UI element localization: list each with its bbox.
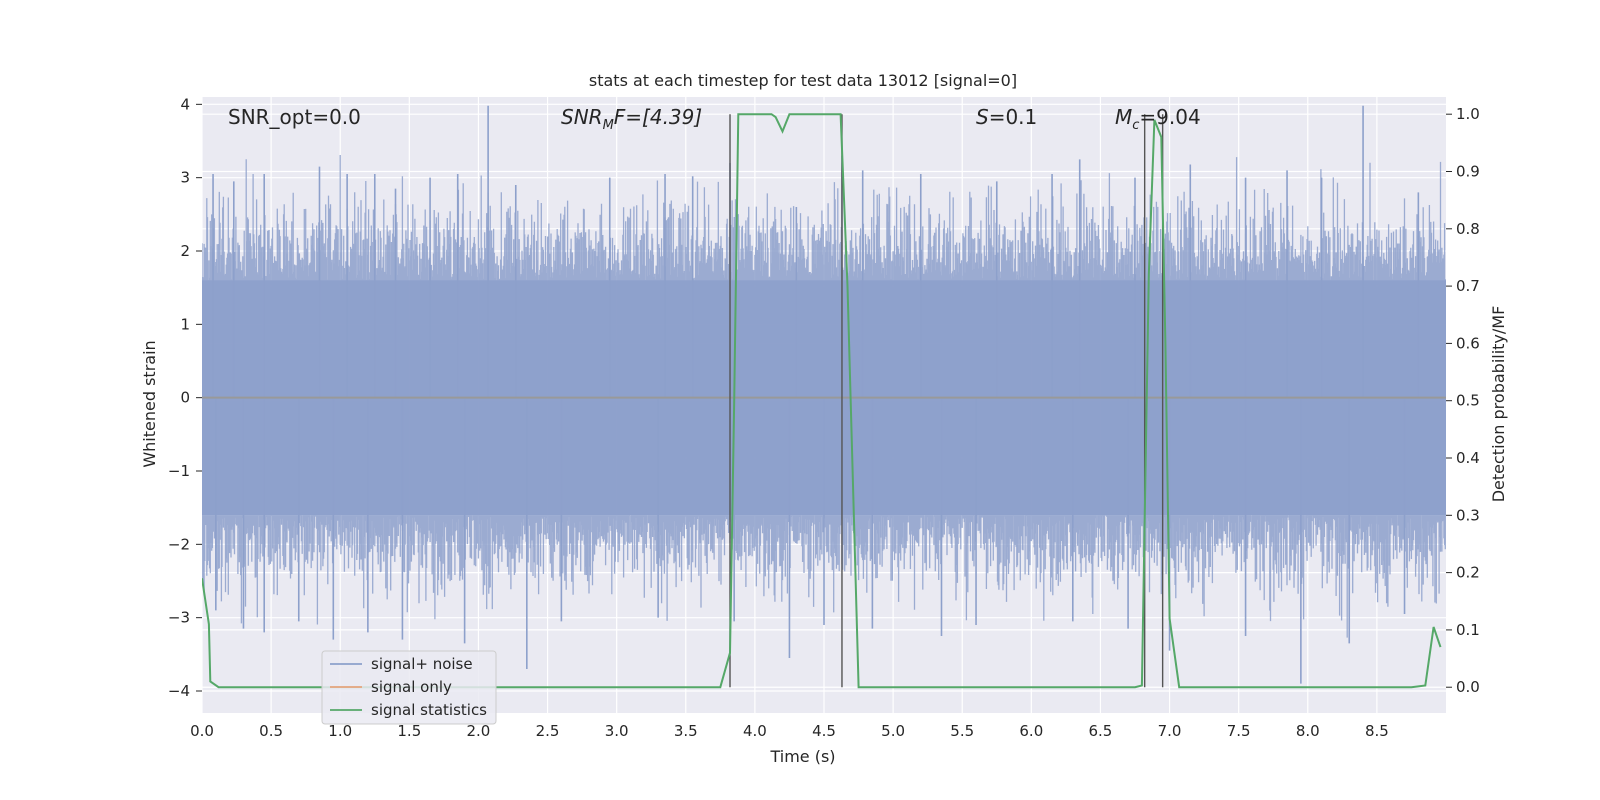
y-tick-label: 4 — [180, 95, 190, 113]
y-right-tick-label: 1.0 — [1456, 105, 1480, 123]
x-axis-ticks: 0.0 0.5 1.0 1.5 2.0 2.5 3.0 3.5 4.0 4.5 5.0 5.5 6.0 6… — [190, 722, 1389, 740]
y-tick-label: 0 — [180, 389, 190, 407]
x-tick-label: 5.5 — [950, 722, 974, 740]
x-tick-label: 0.0 — [190, 722, 214, 740]
y-axis-ticks: 4 3 2 1 0 −1 −2 −3 −4 — [168, 95, 202, 700]
y-right-tick-label: 0.7 — [1456, 277, 1480, 295]
y-axis-label: Whitened strain — [140, 340, 159, 467]
y-right-tick-label: 0.2 — [1456, 564, 1480, 582]
snr-mf-subscript: M — [603, 118, 614, 133]
y-tick-label: −1 — [168, 462, 190, 480]
y-right-tick-label: 0.1 — [1456, 621, 1480, 639]
y-tick-label: 3 — [180, 169, 190, 187]
y-tick-label: 1 — [180, 315, 190, 333]
y-right-tick-label: 0.9 — [1456, 162, 1480, 180]
x-tick-label: 4.5 — [812, 722, 836, 740]
x-tick-label: 1.0 — [328, 722, 352, 740]
x-tick-label: 2.5 — [536, 722, 560, 740]
mc-subscript: c — [1132, 118, 1139, 133]
x-tick-label: 6.0 — [1019, 722, 1043, 740]
legend-label-signal-only: signal only — [371, 678, 452, 696]
x-tick-label: 6.5 — [1089, 722, 1113, 740]
snr-mf-symbol: SNR — [561, 105, 603, 129]
legend-box — [321, 650, 497, 725]
y-right-tick-label: 0.6 — [1456, 334, 1480, 352]
x-tick-label: 7.5 — [1227, 722, 1251, 740]
x-tick-label: 0.5 — [259, 722, 283, 740]
y-axis-right-ticks: 1.0 0.9 0.8 0.7 0.6 0.5 0.4 0.3 0.2 0.1 0.0 — [1446, 105, 1480, 696]
annotation-s: S=0.1 — [976, 105, 1037, 129]
s-value: =0.1 — [989, 105, 1038, 129]
y-tick-label: 2 — [180, 242, 190, 260]
y-right-tick-label: 0.5 — [1456, 392, 1480, 410]
x-tick-label: 3.0 — [605, 722, 629, 740]
mc-value: =9.04 — [1139, 105, 1200, 129]
y-axis-right-label: Detection probability/MF — [1489, 306, 1508, 503]
x-tick-label: 4.0 — [743, 722, 767, 740]
x-tick-label: 8.0 — [1296, 722, 1320, 740]
snr-mf-value: F=[4.39] — [614, 105, 702, 129]
y-right-tick-label: 0.4 — [1456, 449, 1480, 467]
legend: signal+ noise signal only signal statist… — [321, 650, 497, 725]
y-tick-label: −2 — [168, 535, 190, 553]
chart-title: stats at each timestep for test data 130… — [589, 71, 1017, 90]
legend-label-signal-noise: signal+ noise — [371, 655, 473, 673]
x-tick-label: 2.0 — [467, 722, 491, 740]
x-tick-label: 3.5 — [674, 722, 698, 740]
series-signal-statistics — [202, 113, 1442, 689]
annotation-snr-opt: SNR_opt=0.0 — [228, 105, 361, 129]
x-tick-label: 1.5 — [397, 722, 421, 740]
y-right-tick-label: 0.0 — [1456, 678, 1480, 696]
x-tick-label: 7.0 — [1158, 722, 1182, 740]
y-right-tick-label: 0.3 — [1456, 506, 1480, 524]
x-axis-label: Time (s) — [769, 747, 835, 766]
mc-symbol: M — [1115, 105, 1132, 129]
x-tick-label: 5.0 — [881, 722, 905, 740]
y-tick-label: −4 — [168, 682, 190, 700]
statistics-line — [202, 113, 1442, 689]
s-symbol: S — [976, 105, 989, 129]
legend-label-signal-statistics: signal statistics — [371, 701, 487, 719]
annotation-mc: Mc=9.04 — [1115, 105, 1201, 133]
y-right-tick-label: 0.8 — [1456, 220, 1480, 238]
y-tick-label: −3 — [168, 609, 190, 627]
x-tick-label: 8.5 — [1365, 722, 1389, 740]
annotation-snr-mf: SNRMF=[4.39] — [561, 105, 702, 133]
